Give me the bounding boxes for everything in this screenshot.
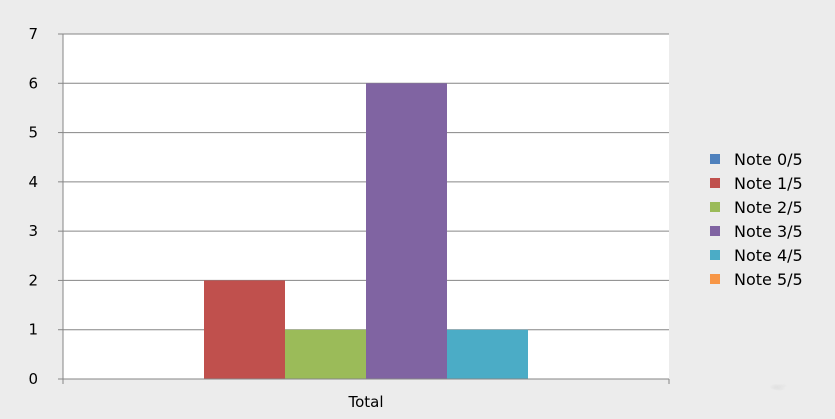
y-tick-label: 1 xyxy=(28,321,38,339)
legend-label: Note 1/5 xyxy=(734,174,803,193)
y-tick-label: 2 xyxy=(28,271,38,289)
y-axis-ticks: 0 1 2 3 4 5 6 7 xyxy=(28,25,63,388)
bar-series-group xyxy=(204,83,528,380)
y-tick-label: 3 xyxy=(28,222,38,240)
x-category-label: Total xyxy=(347,393,383,411)
y-tick-label: 6 xyxy=(28,74,38,92)
legend-label: Note 3/5 xyxy=(734,222,803,241)
legend-swatch xyxy=(710,154,720,164)
y-tick-label: 5 xyxy=(28,124,38,142)
legend-swatch xyxy=(710,250,720,260)
bar-note-1-5 xyxy=(204,280,285,379)
bar-note-3-5 xyxy=(366,83,447,380)
x-axis-ticks: Total xyxy=(62,379,670,411)
bar-note-2-5 xyxy=(285,329,366,379)
legend-label: Note 5/5 xyxy=(734,270,803,289)
y-tick-label: 7 xyxy=(28,25,38,43)
legend-label: Note 2/5 xyxy=(734,198,803,217)
legend-label: Note 4/5 xyxy=(734,246,803,265)
legend-label: Note 0/5 xyxy=(734,150,803,169)
legend-swatch xyxy=(710,226,720,236)
legend-swatch xyxy=(710,178,720,188)
y-tick-label: 0 xyxy=(28,370,38,388)
bar-note-4-5 xyxy=(447,329,528,379)
legend-swatch xyxy=(710,202,720,212)
y-tick-label: 4 xyxy=(28,173,38,191)
legend-swatch xyxy=(710,274,720,284)
legend: Note 0/5 Note 1/5 Note 2/5 Note 3/5 Note 4/5… xyxy=(710,150,803,289)
